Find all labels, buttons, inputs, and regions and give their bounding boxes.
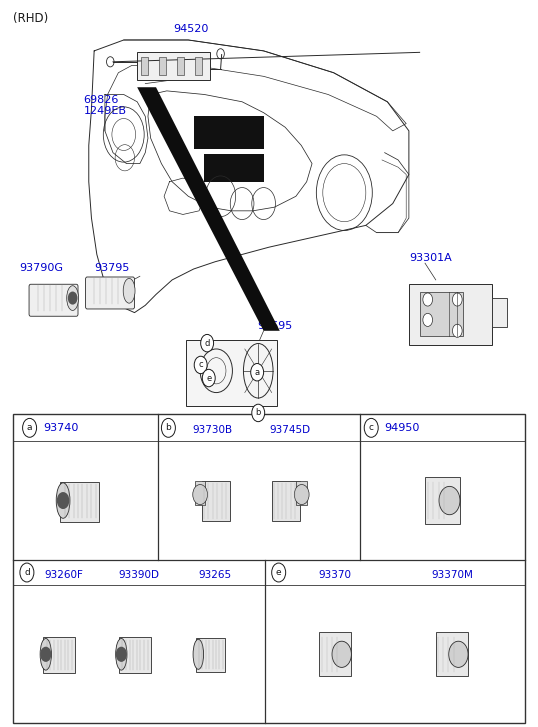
- FancyBboxPatch shape: [186, 340, 277, 406]
- FancyBboxPatch shape: [425, 477, 460, 524]
- FancyBboxPatch shape: [195, 481, 206, 505]
- Text: 93795: 93795: [94, 262, 130, 273]
- Text: e: e: [206, 374, 211, 382]
- Text: (RHD): (RHD): [13, 12, 49, 25]
- Circle shape: [423, 293, 433, 306]
- Text: 93790G: 93790G: [19, 262, 63, 273]
- Ellipse shape: [123, 278, 135, 303]
- Text: 93740: 93740: [43, 423, 79, 433]
- FancyBboxPatch shape: [137, 52, 210, 80]
- FancyBboxPatch shape: [13, 414, 525, 723]
- Ellipse shape: [67, 286, 79, 310]
- Circle shape: [439, 486, 460, 515]
- Circle shape: [20, 563, 34, 582]
- Text: c: c: [369, 423, 374, 433]
- Circle shape: [23, 419, 37, 438]
- Ellipse shape: [40, 638, 52, 670]
- Text: a: a: [254, 368, 260, 377]
- Circle shape: [193, 484, 208, 505]
- Circle shape: [116, 647, 127, 662]
- Text: 93370M: 93370M: [431, 570, 473, 580]
- Circle shape: [194, 356, 207, 374]
- Text: 93695: 93695: [257, 321, 293, 331]
- FancyBboxPatch shape: [319, 632, 351, 676]
- FancyBboxPatch shape: [296, 481, 307, 505]
- FancyBboxPatch shape: [202, 481, 230, 521]
- Polygon shape: [137, 87, 280, 331]
- Text: a: a: [27, 423, 32, 433]
- Circle shape: [272, 563, 286, 582]
- Circle shape: [202, 369, 215, 387]
- Text: 93265: 93265: [199, 570, 231, 580]
- Text: 94520: 94520: [173, 24, 209, 34]
- Text: d: d: [24, 568, 30, 577]
- FancyBboxPatch shape: [436, 632, 468, 676]
- FancyBboxPatch shape: [492, 298, 507, 327]
- Text: e: e: [276, 568, 281, 577]
- Circle shape: [332, 641, 351, 667]
- Circle shape: [449, 641, 468, 667]
- Circle shape: [57, 492, 69, 509]
- FancyBboxPatch shape: [196, 638, 225, 672]
- Circle shape: [423, 313, 433, 326]
- Text: 1249EB: 1249EB: [83, 105, 126, 116]
- FancyBboxPatch shape: [29, 284, 78, 316]
- Ellipse shape: [116, 638, 127, 670]
- FancyBboxPatch shape: [159, 57, 166, 75]
- Text: b: b: [256, 409, 261, 417]
- FancyBboxPatch shape: [177, 57, 185, 75]
- Circle shape: [251, 364, 264, 381]
- FancyBboxPatch shape: [86, 277, 134, 309]
- FancyBboxPatch shape: [43, 638, 75, 673]
- FancyBboxPatch shape: [409, 284, 492, 345]
- Circle shape: [68, 292, 77, 305]
- FancyBboxPatch shape: [272, 481, 300, 521]
- Text: 93745D: 93745D: [269, 425, 310, 435]
- Circle shape: [201, 334, 214, 352]
- FancyBboxPatch shape: [195, 57, 202, 75]
- Ellipse shape: [56, 483, 70, 518]
- Circle shape: [294, 484, 309, 505]
- Text: c: c: [199, 361, 203, 369]
- FancyBboxPatch shape: [204, 154, 264, 182]
- Circle shape: [452, 324, 462, 337]
- Text: 93730B: 93730B: [192, 425, 232, 435]
- Text: 93301A: 93301A: [409, 253, 451, 263]
- Text: 69826: 69826: [83, 95, 119, 105]
- Circle shape: [364, 419, 378, 438]
- Circle shape: [40, 647, 52, 662]
- Text: b: b: [166, 423, 171, 433]
- Circle shape: [161, 419, 175, 438]
- Circle shape: [252, 404, 265, 422]
- Text: 94950: 94950: [385, 423, 420, 433]
- FancyBboxPatch shape: [118, 638, 151, 673]
- Text: 93260F: 93260F: [44, 570, 83, 580]
- Ellipse shape: [193, 639, 203, 670]
- FancyBboxPatch shape: [420, 292, 463, 336]
- FancyBboxPatch shape: [141, 57, 148, 75]
- FancyBboxPatch shape: [194, 116, 264, 149]
- Text: d: d: [204, 339, 210, 348]
- Text: 93370: 93370: [318, 570, 352, 580]
- Text: 93390D: 93390D: [119, 570, 160, 580]
- FancyBboxPatch shape: [60, 481, 99, 522]
- Circle shape: [452, 293, 462, 306]
